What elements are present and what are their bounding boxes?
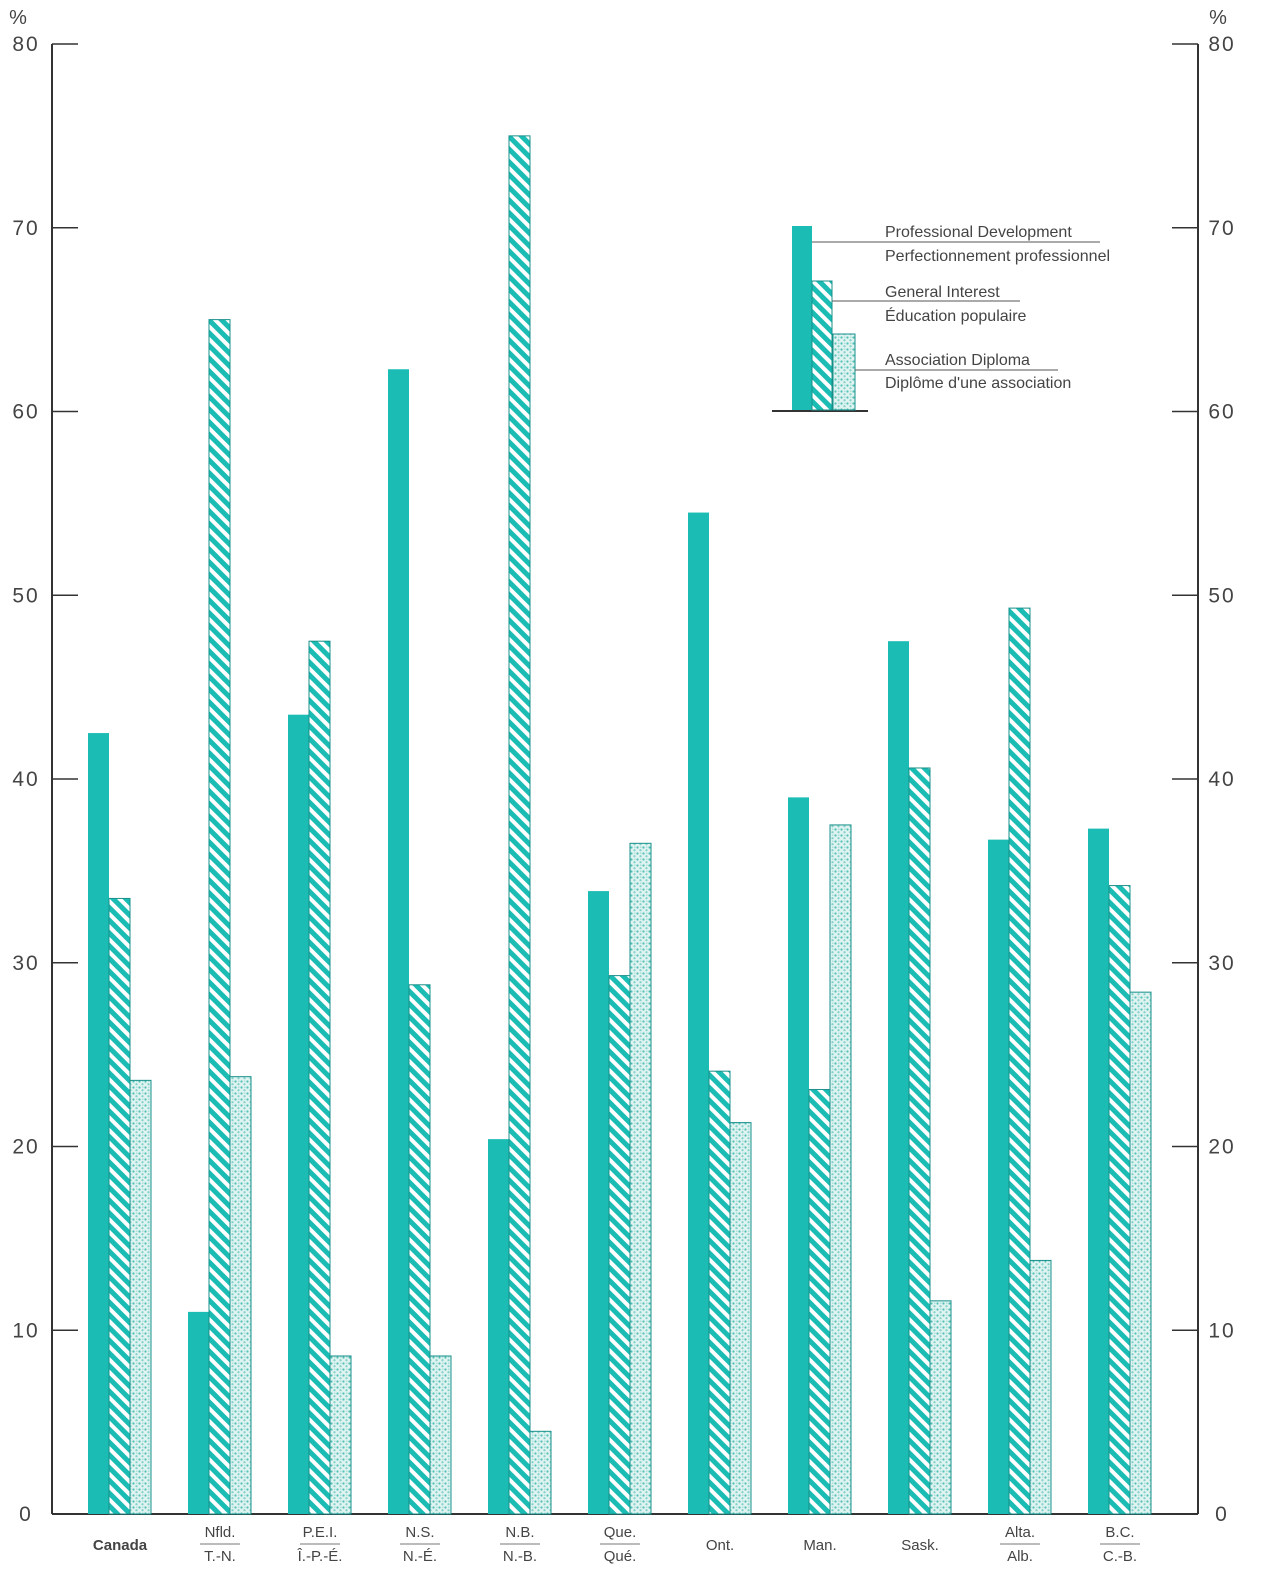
bar-general-interest bbox=[108, 897, 131, 1515]
y-tick-label-right: 60 bbox=[1208, 401, 1235, 424]
y-tick-label-right: 0 bbox=[1215, 1503, 1229, 1526]
y-ticks: 0 0 10 10 20 20 30 30 40 40 50 50 60 60 70 70 80 80 bbox=[12, 33, 1235, 1526]
y-tick-label-right: 50 bbox=[1208, 584, 1235, 607]
bar-general-interest bbox=[808, 1089, 831, 1515]
x-tick-label: N.S. bbox=[405, 1524, 434, 1541]
legend: Professional Development Perfectionnemen… bbox=[772, 224, 1110, 412]
bar-association-diploma bbox=[729, 1122, 752, 1515]
x-tick-label-fr: T.-N. bbox=[204, 1548, 236, 1565]
x-tick-label-fr: N.-É. bbox=[403, 1548, 437, 1565]
bar-general-interest bbox=[708, 1070, 731, 1515]
x-tick-label-fr: N.-B. bbox=[503, 1548, 537, 1565]
x-tick-label: Canada bbox=[93, 1537, 148, 1554]
x-tick-label-fr: Qué. bbox=[604, 1548, 637, 1565]
bar-association-diploma bbox=[1129, 991, 1152, 1515]
x-tick-label: Man. bbox=[803, 1537, 836, 1554]
bar-association-diploma bbox=[229, 1076, 252, 1515]
x-tick-label: Que. bbox=[604, 1524, 637, 1541]
bars bbox=[88, 135, 1152, 1515]
bar-professional-development bbox=[288, 714, 309, 1514]
bar-general-interest bbox=[308, 640, 331, 1515]
bar-general-interest bbox=[1108, 885, 1131, 1515]
y-tick-label-right: 30 bbox=[1208, 952, 1235, 975]
bar-general-interest bbox=[608, 975, 631, 1515]
legend-label-general-interest: General Interest bbox=[885, 284, 1000, 301]
legend-swatch-association-diploma bbox=[832, 333, 856, 411]
y-tick-label-left: 60 bbox=[12, 401, 39, 424]
bar-professional-development bbox=[488, 1139, 509, 1514]
bar-professional-development bbox=[188, 1311, 209, 1514]
right-unit-label: % bbox=[1209, 7, 1227, 29]
bar-association-diploma bbox=[929, 1300, 952, 1515]
bar-general-interest bbox=[908, 767, 931, 1515]
left-unit-label: % bbox=[9, 7, 27, 29]
y-tick-label-left: 70 bbox=[12, 217, 39, 240]
legend-label-association-diploma-fr: Diplôme d'une association bbox=[885, 375, 1071, 392]
y-tick-label-left: 30 bbox=[12, 952, 39, 975]
bar-professional-development bbox=[988, 839, 1009, 1514]
legend-label-professional-development-fr: Perfectionnement professionnel bbox=[885, 248, 1110, 265]
y-tick-label-left: 80 bbox=[12, 33, 39, 56]
legend-swatch-general-interest bbox=[811, 280, 833, 411]
x-tick-label: P.E.I. bbox=[303, 1524, 338, 1541]
bar-professional-development bbox=[388, 369, 409, 1514]
y-tick-label-left: 20 bbox=[12, 1136, 39, 1159]
x-tick-label: Sask. bbox=[901, 1537, 939, 1554]
bar-professional-development bbox=[788, 797, 809, 1514]
bar-general-interest bbox=[408, 984, 431, 1515]
legend-label-general-interest-fr: Éducation populaire bbox=[885, 306, 1027, 325]
bar-professional-development bbox=[588, 891, 609, 1514]
bar-association-diploma bbox=[329, 1355, 352, 1515]
x-tick-label: B.C. bbox=[1105, 1524, 1134, 1541]
y-tick-label-left: 50 bbox=[12, 584, 39, 607]
x-tick-label-fr: C.-B. bbox=[1103, 1548, 1137, 1565]
legend-label-professional-development: Professional Development bbox=[885, 224, 1072, 241]
x-tick-label: Nfld. bbox=[205, 1524, 236, 1541]
bar-association-diploma bbox=[1029, 1259, 1052, 1515]
x-tick-labels: Canada Nfld. T.-N. P.E.I. Î.-P.-É. N.S. N.-É. N… bbox=[93, 1524, 1140, 1565]
legend-swatch-professional-development bbox=[792, 226, 812, 410]
bar-association-diploma bbox=[429, 1355, 452, 1515]
x-tick-label: Ont. bbox=[706, 1537, 734, 1554]
bar-professional-development bbox=[1088, 828, 1109, 1514]
y-tick-label-right: 40 bbox=[1208, 768, 1235, 791]
bar-professional-development bbox=[688, 512, 709, 1514]
bar-association-diploma bbox=[629, 842, 652, 1515]
x-tick-label: Alta. bbox=[1005, 1524, 1035, 1541]
y-tick-label-left: 40 bbox=[12, 768, 39, 791]
x-tick-label-fr: Alb. bbox=[1007, 1548, 1033, 1565]
y-tick-label-right: 10 bbox=[1208, 1319, 1235, 1342]
bar-association-diploma bbox=[529, 1430, 552, 1515]
legend-label-association-diploma: Association Diploma bbox=[885, 352, 1030, 369]
x-tick-label: N.B. bbox=[505, 1524, 534, 1541]
bar-professional-development bbox=[88, 733, 109, 1514]
x-tick-label-fr: Î.-P.-É. bbox=[297, 1548, 343, 1565]
y-tick-label-left: 10 bbox=[12, 1319, 39, 1342]
bar-general-interest bbox=[208, 319, 231, 1515]
bar-general-interest bbox=[1008, 607, 1031, 1515]
y-tick-label-right: 70 bbox=[1208, 217, 1235, 240]
y-tick-label-right: 20 bbox=[1208, 1136, 1235, 1159]
y-tick-label-right: 80 bbox=[1208, 33, 1235, 56]
bar-association-diploma bbox=[829, 824, 852, 1515]
bar-association-diploma bbox=[129, 1079, 152, 1515]
bar-general-interest bbox=[508, 135, 531, 1515]
bar-professional-development bbox=[888, 641, 909, 1514]
y-tick-label-left: 0 bbox=[19, 1503, 33, 1526]
